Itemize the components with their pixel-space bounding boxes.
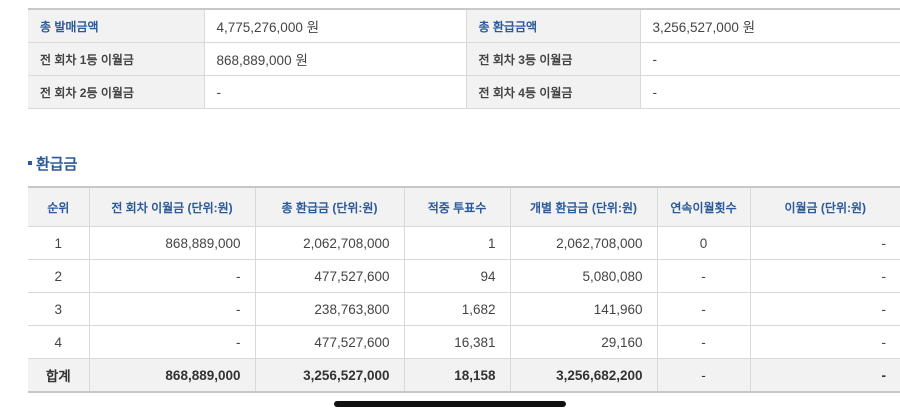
summary-label: 총 환급금액	[466, 9, 641, 43]
summary-value: 3,256,527,000 원	[640, 9, 900, 43]
table-row: 1 868,889,000 2,062,708,000 1 2,062,708,…	[28, 226, 900, 260]
summary-row: 총 발매금액 4,775,276,000 원 총 환급금액 3,256,527,…	[28, 9, 900, 43]
column-header: 순위	[28, 187, 90, 227]
total-cell: 3,256,527,000	[255, 358, 405, 393]
rank-cell: 4	[28, 325, 90, 359]
summary-table: 총 발매금액 4,775,276,000 원 총 환급금액 3,256,527,…	[28, 8, 900, 109]
table-row: 3 - 238,763,800 1,682 141,960 - -	[28, 292, 900, 326]
table-cell: 16,381	[404, 325, 511, 359]
table-cell: 29,160	[510, 325, 658, 359]
total-cell: 868,889,000	[89, 358, 256, 393]
refund-table: 순위 전 회차 이월금 (단위:원) 총 환급금 (단위:원) 적중 투표수 개…	[28, 186, 900, 393]
summary-value: -	[640, 75, 900, 109]
refund-header-row: 순위 전 회차 이월금 (단위:원) 총 환급금 (단위:원) 적중 투표수 개…	[28, 187, 900, 227]
table-cell: 1,682	[404, 292, 511, 326]
table-cell: 238,763,800	[255, 292, 405, 326]
table-cell: -	[750, 325, 900, 359]
summary-label: 전 회차 4등 이월금	[466, 75, 641, 109]
table-row: 2 - 477,527,600 94 5,080,080 - -	[28, 259, 900, 293]
home-indicator[interactable]	[334, 401, 566, 407]
table-cell: -	[657, 292, 751, 326]
column-header: 이월금 (단위:원)	[750, 187, 900, 227]
table-cell: -	[89, 325, 256, 359]
total-row: 합계 868,889,000 3,256,527,000 18,158 3,25…	[28, 358, 900, 393]
column-header: 총 환급금 (단위:원)	[255, 187, 405, 227]
summary-label: 전 회차 2등 이월금	[28, 75, 205, 109]
table-cell: -	[89, 259, 256, 293]
summary-row: 전 회차 2등 이월금 - 전 회차 4등 이월금 -	[28, 75, 900, 109]
table-cell: 477,527,600	[255, 325, 405, 359]
table-cell: 2,062,708,000	[510, 226, 658, 260]
summary-value: -	[640, 42, 900, 76]
column-header: 적중 투표수	[404, 187, 511, 227]
table-cell: 1	[404, 226, 511, 260]
total-cell: 18,158	[404, 358, 511, 393]
summary-label: 전 회차 3등 이월금	[466, 42, 641, 76]
bullet-icon	[28, 161, 32, 166]
table-cell: 94	[404, 259, 511, 293]
table-row: 4 - 477,527,600 16,381 29,160 - -	[28, 325, 900, 359]
summary-value: 868,889,000 원	[204, 42, 467, 76]
summary-label: 총 발매금액	[28, 9, 205, 43]
column-header: 연속이월횟수	[657, 187, 751, 227]
total-cell: -	[657, 358, 751, 393]
table-cell: -	[89, 292, 256, 326]
summary-value: 4,775,276,000 원	[204, 9, 467, 43]
refund-title-text: 환급금	[36, 156, 78, 173]
refund-section-title: 환급금	[28, 154, 77, 176]
total-cell: 3,256,682,200	[510, 358, 658, 393]
table-cell: 0	[657, 226, 751, 260]
total-label: 합계	[28, 358, 90, 393]
table-cell: -	[750, 226, 900, 260]
column-header: 개별 환급금 (단위:원)	[510, 187, 658, 227]
rank-cell: 2	[28, 259, 90, 293]
total-cell: -	[750, 358, 900, 393]
table-cell: 2,062,708,000	[255, 226, 405, 260]
table-cell: -	[750, 259, 900, 293]
rank-cell: 3	[28, 292, 90, 326]
table-cell: 868,889,000	[89, 226, 256, 260]
column-header: 전 회차 이월금 (단위:원)	[89, 187, 256, 227]
summary-label: 전 회차 1등 이월금	[28, 42, 205, 76]
table-cell: -	[657, 259, 751, 293]
table-cell: -	[657, 325, 751, 359]
table-cell: -	[750, 292, 900, 326]
rank-cell: 1	[28, 226, 90, 260]
table-cell: 141,960	[510, 292, 658, 326]
summary-value: -	[204, 75, 467, 109]
table-cell: 477,527,600	[255, 259, 405, 293]
summary-row: 전 회차 1등 이월금 868,889,000 원 전 회차 3등 이월금 -	[28, 42, 900, 76]
table-cell: 5,080,080	[510, 259, 658, 293]
